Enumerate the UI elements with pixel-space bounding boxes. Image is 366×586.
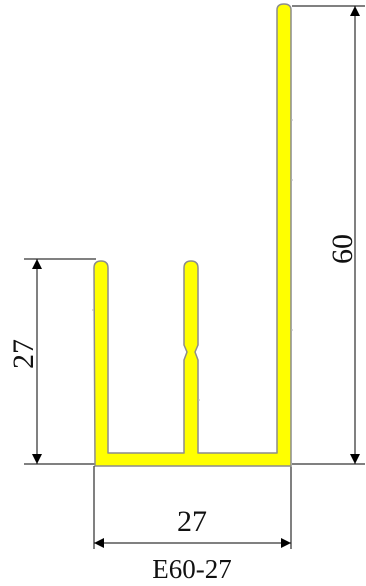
dimension-lines [32, 5, 360, 548]
profile-details [92, 119, 293, 401]
profile-cross-section [93, 3, 292, 467]
dimension-label-height-60: 60 [326, 234, 359, 264]
dimension-label-width-27: 27 [177, 505, 207, 538]
profile-code-caption: E60-27 [152, 554, 231, 584]
dimension-label-height-27: 27 [7, 339, 40, 369]
